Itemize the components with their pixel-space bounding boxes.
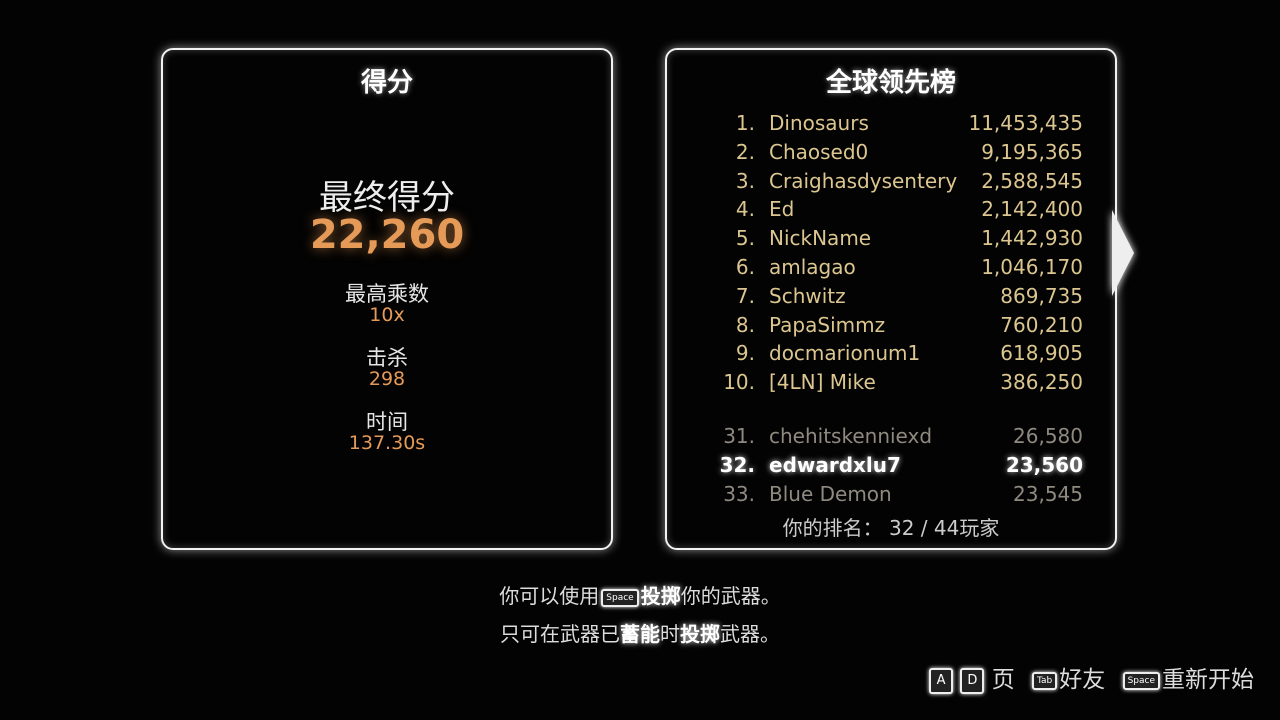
rank: 6. xyxy=(735,255,755,279)
player-score: 760,210 xyxy=(1000,312,1083,337)
page-control[interactable]: A D 页 xyxy=(929,667,1015,694)
kills-label: 击杀 xyxy=(366,346,408,370)
leaderboard-row: 6. amlagao 1,046,170 xyxy=(715,255,1083,283)
score-panel: 得分 最终得分 22,260 最高乘数 10x 击杀 298 时间 137.30… xyxy=(161,48,613,550)
friends-control[interactable]: Tab 好友 xyxy=(1030,667,1105,693)
player-score: 23,545 xyxy=(1013,481,1083,506)
rank: 10. xyxy=(723,370,755,395)
a-key-icon: A xyxy=(929,667,954,694)
player-name: Craighasdysentery xyxy=(769,168,958,193)
player-name: edwardxlu7 xyxy=(769,452,901,477)
leaderboard-panel: 全球领先榜 1. Dinosaurs 11,453,435 2. Chaosed0 9,1… xyxy=(665,48,1117,550)
rank: 4. xyxy=(735,197,755,222)
time-label: 时间 xyxy=(366,410,408,434)
next-page-arrow-icon[interactable] xyxy=(1112,210,1134,296)
rank: 32. xyxy=(719,452,755,477)
rank: 3. xyxy=(735,168,755,193)
your-rank-label: 你的排名： xyxy=(782,516,883,540)
hint-line-1: 你可以使用 Space 投掷你的武器。 xyxy=(0,580,1280,609)
player-score: 2,588,545 xyxy=(981,168,1083,193)
player-score: 26,580 xyxy=(1013,424,1083,448)
space-key-icon: Space xyxy=(1122,671,1160,690)
leaderboard-row: 3. Craighasdysentery 2,588,545 xyxy=(715,169,1083,197)
hint-text: 武器。 xyxy=(720,622,780,646)
footer-controls: A D 页 Tab 好友 Space 重新开始 xyxy=(929,660,1254,694)
player-score: 1,046,170 xyxy=(981,255,1083,279)
player-score: 386,250 xyxy=(1000,370,1083,395)
player-name: [4LN] Mike xyxy=(769,370,876,395)
leaderboard-row: 32. edwardxlu7 23,560 xyxy=(715,453,1083,481)
leaderboard-row: 4. Ed 2,142,400 xyxy=(715,197,1083,225)
restart-control[interactable]: Space 重新开始 xyxy=(1121,667,1254,693)
space-key-icon: Space xyxy=(601,588,639,607)
tab-key-icon: Tab xyxy=(1032,671,1058,690)
leaderboard-row: 10. [4LN] Mike 386,250 xyxy=(715,370,1083,398)
leaderboard-row: 8. PapaSimmz 760,210 xyxy=(715,313,1083,341)
hint-line-2: 只可在武器已蓄能时投掷武器。 xyxy=(0,618,1280,647)
leaderboard-row: 1. Dinosaurs 11,453,435 xyxy=(715,111,1083,139)
leaderboard-row: 2. Chaosed0 9,195,365 xyxy=(715,140,1083,168)
hint-text: 你可以使用 xyxy=(499,584,600,608)
player-score: 23,560 xyxy=(1005,452,1083,477)
player-name: docmarionum1 xyxy=(769,341,921,366)
final-score-label: 最终得分 xyxy=(319,178,455,218)
player-name: Blue Demon xyxy=(769,481,892,506)
hint-emphasis: 蓄能 xyxy=(620,622,660,646)
player-name: NickName xyxy=(769,226,872,251)
time-value: 137.30s xyxy=(348,432,426,454)
player-score: 2,142,400 xyxy=(981,197,1083,222)
hint-text: 你的武器。 xyxy=(680,584,781,608)
leaderboard-row: 33. Blue Demon 23,545 xyxy=(715,482,1083,510)
rank: 33. xyxy=(723,481,755,506)
rank: 8. xyxy=(735,312,755,337)
page-label: 页 xyxy=(991,667,1015,693)
player-name: chehitskenniexd xyxy=(769,424,933,448)
player-name: PapaSimmz xyxy=(769,312,886,337)
player-score: 1,442,930 xyxy=(981,226,1083,251)
player-name: Chaosed0 xyxy=(769,139,869,164)
player-name: Schwitz xyxy=(769,283,846,308)
leaderboard-row: 31. chehitskenniexd 26,580 xyxy=(715,424,1083,452)
hint-emphasis: 投掷 xyxy=(680,622,720,646)
your-rank-value: 32 / 44玩家 xyxy=(889,516,1000,540)
score-panel-title: 得分 xyxy=(360,68,413,98)
kills-value: 298 xyxy=(368,368,406,390)
your-rank: 你的排名： 32 / 44玩家 xyxy=(667,512,1115,541)
leaderboard-row: 5. NickName 1,442,930 xyxy=(715,226,1083,254)
restart-label: 重新开始 xyxy=(1162,667,1254,693)
player-name: Dinosaurs xyxy=(769,111,869,135)
max-multiplier-label: 最高乘数 xyxy=(345,282,429,306)
player-score: 618,905 xyxy=(1000,341,1083,366)
rank: 9. xyxy=(735,341,755,366)
rank: 1. xyxy=(735,111,755,135)
rank: 31. xyxy=(723,424,755,448)
player-name: amlagao xyxy=(769,255,856,279)
player-score: 9,195,365 xyxy=(981,139,1083,164)
player-score: 869,735 xyxy=(1000,283,1083,308)
friends-label: 好友 xyxy=(1059,667,1106,693)
leaderboard-title: 全球领先榜 xyxy=(825,68,956,98)
player-score: 11,453,435 xyxy=(968,111,1083,135)
rank: 5. xyxy=(735,226,755,251)
leaderboard-row: 7. Schwitz 869,735 xyxy=(715,284,1083,312)
hint-text: 时 xyxy=(660,622,680,646)
hint-text: 只可在武器已 xyxy=(500,622,620,646)
leaderboard-row: 9. docmarionum1 618,905 xyxy=(715,341,1083,369)
rank: 2. xyxy=(735,139,755,164)
final-score: 22,260 xyxy=(309,212,465,258)
rank: 7. xyxy=(735,283,755,308)
hint-emphasis: 投掷 xyxy=(640,584,681,608)
player-name: Ed xyxy=(769,197,795,222)
max-multiplier-value: 10x xyxy=(369,304,405,326)
d-key-icon: D xyxy=(960,667,985,694)
